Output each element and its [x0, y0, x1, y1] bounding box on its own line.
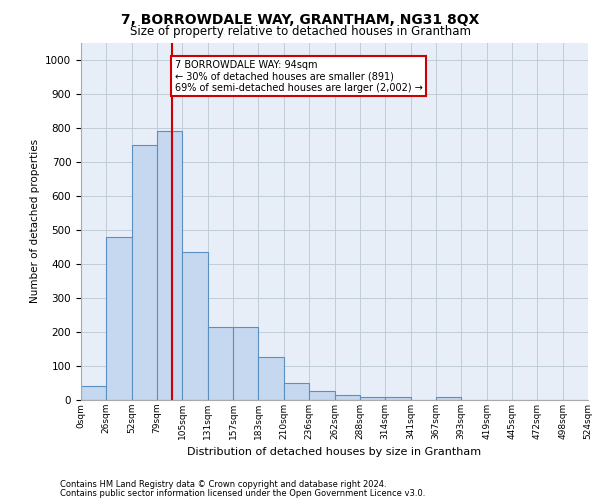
- Bar: [132, 144, 157, 400]
- Text: 7, BORROWDALE WAY, GRANTHAM, NG31 8QX: 7, BORROWDALE WAY, GRANTHAM, NG31 8QX: [121, 12, 479, 26]
- Bar: [157, 131, 182, 400]
- Bar: [259, 357, 284, 400]
- Text: Contains HM Land Registry data © Crown copyright and database right 2024.: Contains HM Land Registry data © Crown c…: [60, 480, 386, 489]
- Text: Size of property relative to detached houses in Grantham: Size of property relative to detached ho…: [130, 25, 470, 38]
- Bar: [360, 396, 385, 400]
- Bar: [309, 391, 335, 400]
- Bar: [385, 398, 410, 400]
- Y-axis label: Number of detached properties: Number of detached properties: [29, 139, 40, 304]
- Bar: [284, 383, 309, 400]
- Bar: [436, 398, 461, 400]
- Text: Contains public sector information licensed under the Open Government Licence v3: Contains public sector information licen…: [60, 488, 425, 498]
- Bar: [81, 386, 106, 400]
- X-axis label: Distribution of detached houses by size in Grantham: Distribution of detached houses by size …: [187, 448, 482, 458]
- Bar: [106, 236, 132, 400]
- Text: 7 BORROWDALE WAY: 94sqm
← 30% of detached houses are smaller (891)
69% of semi-d: 7 BORROWDALE WAY: 94sqm ← 30% of detache…: [175, 60, 422, 92]
- Bar: [233, 327, 259, 400]
- Bar: [335, 395, 360, 400]
- Bar: [208, 327, 233, 400]
- Bar: [182, 252, 208, 400]
